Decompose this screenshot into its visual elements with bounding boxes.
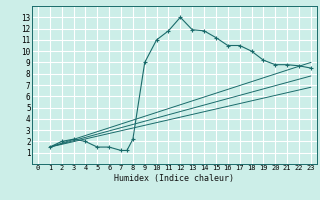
X-axis label: Humidex (Indice chaleur): Humidex (Indice chaleur) — [115, 174, 234, 183]
